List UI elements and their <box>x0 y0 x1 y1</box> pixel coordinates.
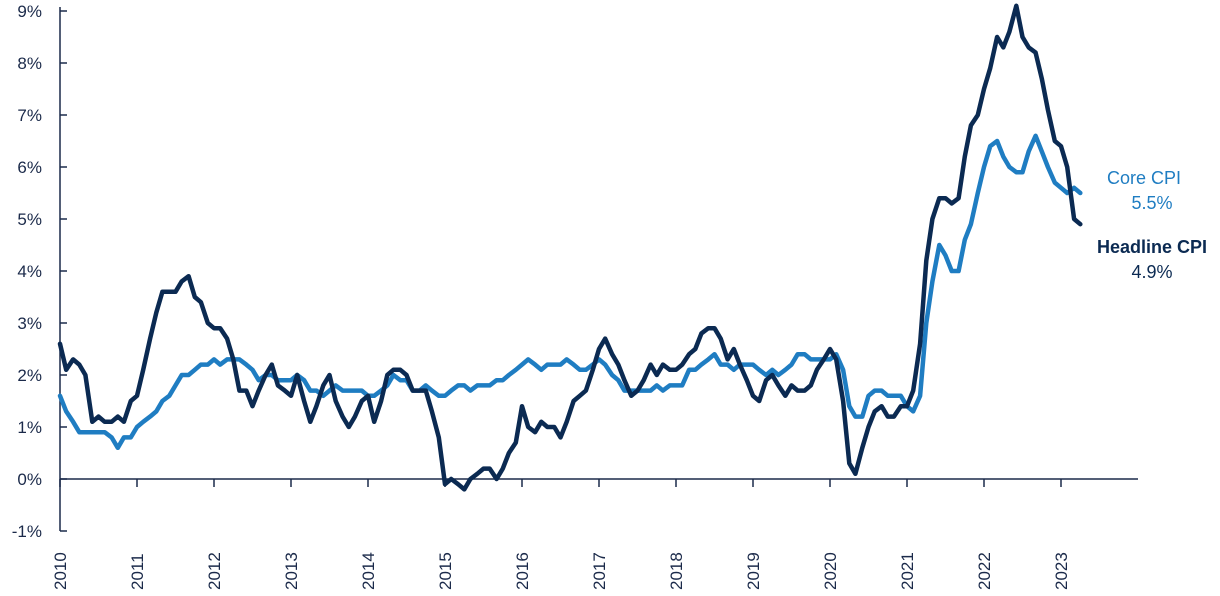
y-tick-label: 4% <box>17 262 42 281</box>
series-lines <box>57 3 1083 492</box>
headline-cpi-name: Headline CPI <box>1097 237 1207 257</box>
y-tick-label: -1% <box>12 522 42 541</box>
x-tick-label: 2019 <box>744 552 763 590</box>
x-tick-label: 2015 <box>436 552 455 590</box>
x-tick-label: 2016 <box>513 552 532 590</box>
headline-cpi-label: Headline CPI 4.9% <box>1097 237 1207 282</box>
y-tick-label: 3% <box>17 314 42 333</box>
y-tick-label: 0% <box>17 470 42 489</box>
core-cpi-name: Core CPI <box>1107 168 1181 188</box>
headline-cpi-value: 4.9% <box>1131 262 1172 282</box>
x-tick-label: 2013 <box>282 552 301 590</box>
x-tick-label: 2020 <box>821 552 840 590</box>
x-tick-label: 2014 <box>359 552 378 590</box>
core-cpi-value: 5.5% <box>1131 193 1172 213</box>
chart-axes <box>59 7 1138 531</box>
y-tick-label: 2% <box>17 366 42 385</box>
x-axis-ticks: 2010 2011 2012 2013 2014 2015 2016 2017 2018 2019… <box>51 479 1071 590</box>
y-axis-ticks: 9% 8% 7% 6% 5% 4% 3% 2% 1% 0% -1% <box>12 2 67 541</box>
x-tick-label: 2017 <box>590 552 609 590</box>
x-tick-label: 2018 <box>667 552 686 590</box>
x-tick-label: 2023 <box>1052 552 1071 590</box>
x-tick-label: 2011 <box>128 553 147 590</box>
x-tick-label: 2021 <box>898 552 917 590</box>
y-tick-label: 6% <box>17 158 42 177</box>
core-cpi-line <box>57 133 1083 451</box>
y-tick-label: 1% <box>17 418 42 437</box>
x-tick-label: 2010 <box>51 552 70 590</box>
y-tick-label: 7% <box>17 106 42 125</box>
x-tick-label: 2012 <box>205 552 224 590</box>
core-cpi-label: Core CPI 5.5% <box>1107 168 1181 213</box>
y-tick-label: 8% <box>17 54 42 73</box>
y-tick-label: 9% <box>17 2 42 21</box>
y-tick-label: 5% <box>17 210 42 229</box>
x-tick-label: 2022 <box>975 552 994 590</box>
headline-cpi-line <box>57 3 1083 492</box>
